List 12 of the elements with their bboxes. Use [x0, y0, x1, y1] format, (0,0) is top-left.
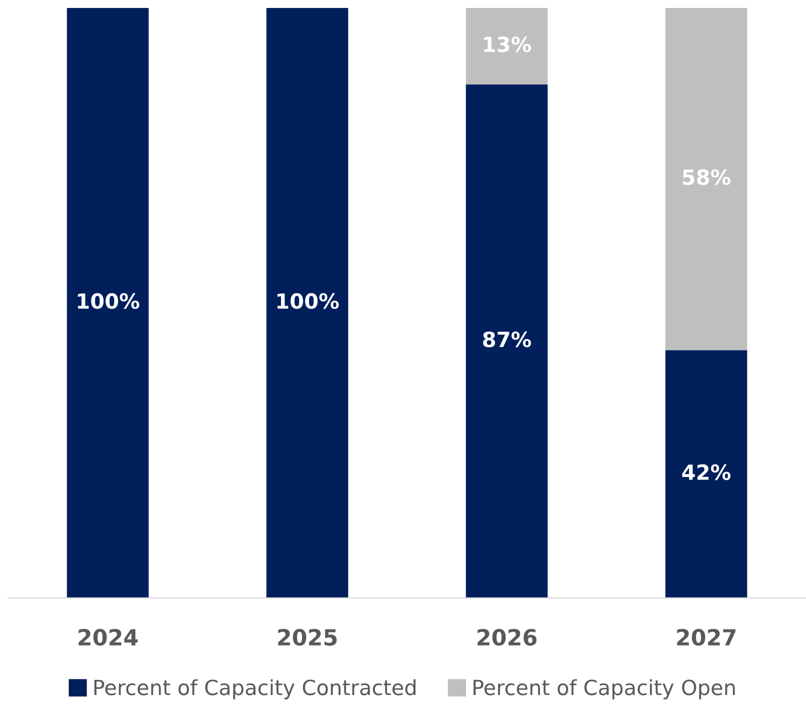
- data-label: 100%: [78, 293, 140, 309]
- legend-label: Percent of Capacity Open: [474, 679, 735, 700]
- x-tick-label: 2025: [278, 628, 337, 646]
- x-tick-label: 2026: [478, 628, 537, 646]
- x-tick-label: 2024: [78, 628, 138, 646]
- data-label: 87%: [483, 332, 532, 348]
- legend-label: Percent of Capacity Contracted: [94, 679, 416, 700]
- data-label: 100%: [277, 293, 339, 309]
- data-label: 13%: [484, 36, 532, 52]
- x-tick-label: 2027: [677, 628, 736, 646]
- data-label: 58%: [682, 169, 731, 186]
- data-label: 42%: [682, 464, 731, 480]
